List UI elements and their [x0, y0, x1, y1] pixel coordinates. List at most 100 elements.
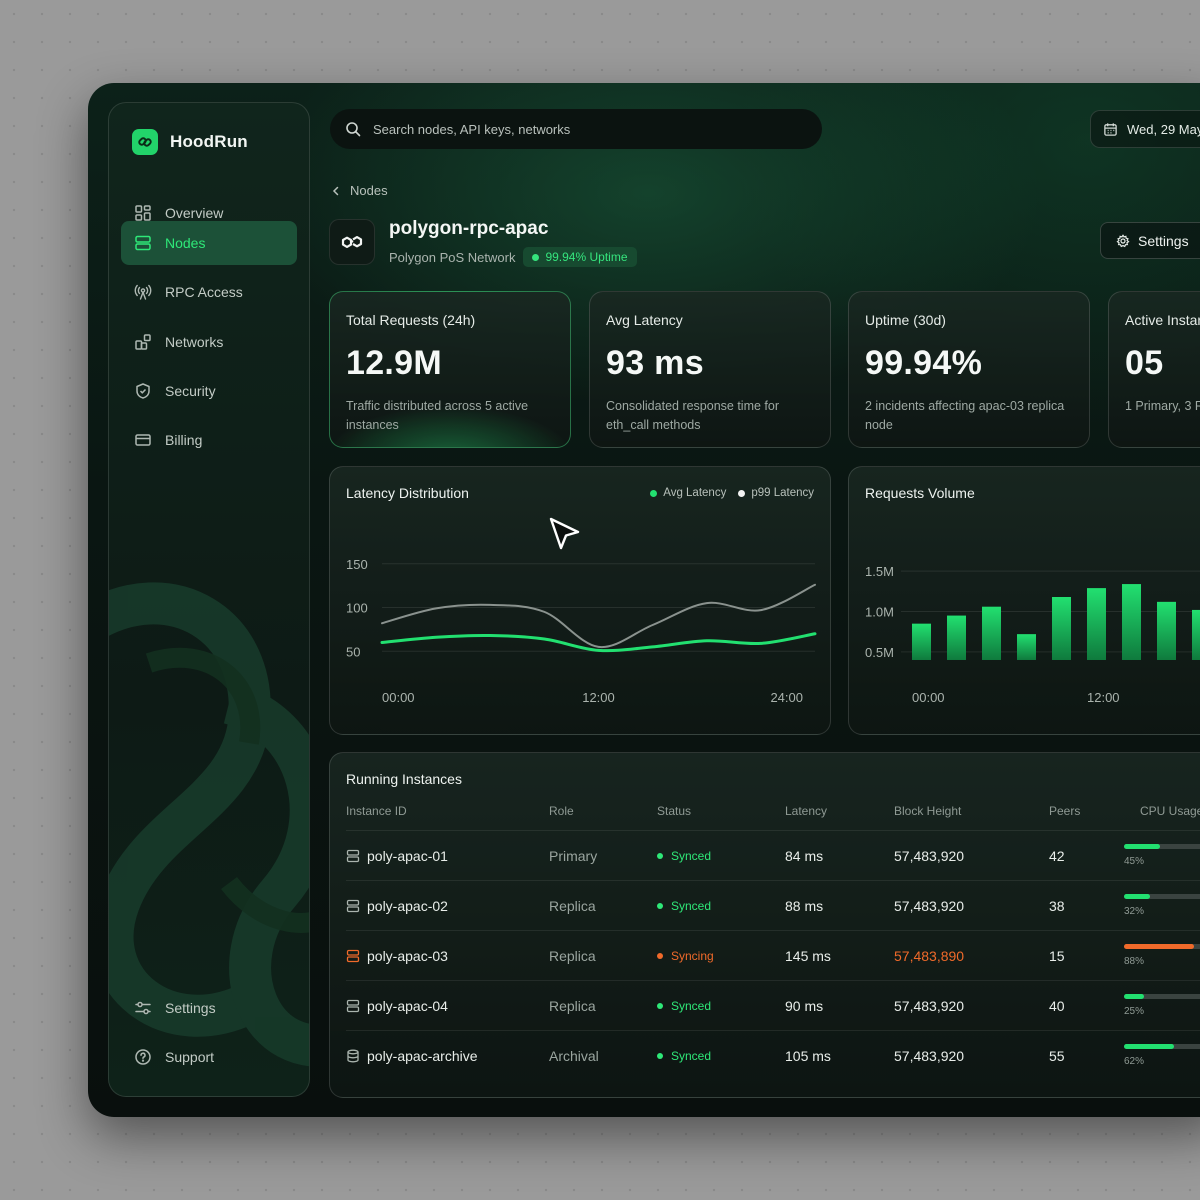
table-row[interactable]: poly-apac-01 Primary Synced 84 ms 57,483… [346, 830, 1200, 881]
latency-cell: 145 ms [785, 948, 831, 964]
database-icon [346, 1049, 360, 1063]
instance-id-cell[interactable]: poly-apac-archive [346, 1048, 478, 1064]
instance-id-cell[interactable]: poly-apac-03 [346, 948, 448, 964]
sidebar-item-rpc-access[interactable]: RPC Access [121, 270, 297, 314]
y-tick-label: 50 [346, 644, 360, 659]
date-picker[interactable]: Wed, 29 May [1090, 110, 1200, 148]
x-tick-label: 12:00 [582, 690, 615, 705]
latency-cell: 88 ms [785, 898, 824, 914]
mouse-cursor-icon [549, 517, 580, 550]
status-dot [657, 953, 663, 959]
status-label: Synced [671, 849, 712, 863]
sidebar-item-support[interactable]: Support [121, 1035, 297, 1079]
chart-legend: Avg Latency p99 Latency [650, 487, 814, 499]
stat-description: Consolidated response time for eth_call … [606, 399, 780, 432]
calendar-icon [1104, 122, 1117, 136]
sidebar-item-networks[interactable]: Networks [121, 320, 297, 364]
stat-value: 99.94% [865, 344, 983, 382]
column-header: Peers [1049, 804, 1081, 818]
peers-cell: 38 [1049, 898, 1065, 914]
bar [947, 615, 966, 660]
search-bar[interactable] [330, 109, 822, 149]
cpu-usage-label: 25% [1124, 1006, 1145, 1017]
instance-id: poly-apac-archive [367, 1048, 478, 1064]
legend-label: p99 Latency [751, 487, 814, 499]
sidebar-item-label: RPC Access [165, 284, 243, 300]
column-header: CPU Usage [1140, 804, 1200, 818]
brand-logo[interactable]: HoodRun [132, 129, 248, 155]
status-dot [657, 903, 663, 909]
x-tick-label: 00:00 [912, 690, 945, 705]
sidebar-item-billing[interactable]: Billing [121, 418, 297, 462]
sidebar-item-overview[interactable]: Overview [121, 191, 297, 235]
instance-id-cell[interactable]: poly-apac-04 [346, 998, 448, 1014]
column-header: Instance ID [346, 804, 407, 818]
cpu-usage-label: 45% [1124, 856, 1145, 867]
table-row[interactable]: poly-apac-archive Archival Synced 105 ms… [346, 1030, 1200, 1081]
table-row[interactable]: poly-apac-02 Replica Synced 88 ms 57,483… [346, 880, 1200, 931]
role-cell: Archival [549, 1048, 599, 1064]
stat-description: Traffic distributed across 5 active inst… [346, 399, 529, 432]
sidebar-item-security[interactable]: Security [121, 369, 297, 413]
legend-swatch [738, 489, 746, 497]
status-cell: Synced [657, 999, 711, 1013]
role-cell: Replica [549, 898, 596, 914]
stat-label: Active Instances [1125, 312, 1200, 328]
server-icon [135, 235, 151, 251]
table-row[interactable]: poly-apac-04 Replica Synced 90 ms 57,483… [346, 980, 1200, 1031]
instance-id-cell[interactable]: poly-apac-01 [346, 848, 448, 864]
requests-chart-card: Requests Volume 1.5M 1.0M 0.5M 00:00 12:00 [848, 466, 1200, 735]
x-tick-label: 24:00 [770, 690, 803, 705]
stat-label: Avg Latency [606, 312, 683, 328]
sidebar-item-label: Overview [165, 205, 224, 221]
cpu-usage-fill [1124, 994, 1144, 999]
table-row[interactable]: poly-apac-03 Replica Syncing 145 ms 57,4… [346, 930, 1200, 981]
cpu-usage-bar [1124, 894, 1200, 899]
brand-name: HoodRun [170, 132, 248, 151]
sidebar-item-settings[interactable]: Settings [121, 986, 297, 1030]
block-height-cell: 57,483,920 [894, 848, 965, 864]
bar [912, 623, 931, 660]
stat-card-active-instances: Active Instances 05 1 Primary, 3 Replica… [1108, 291, 1200, 448]
y-tick-label: 1.0M [865, 605, 894, 620]
x-tick-label: 00:00 [382, 690, 415, 705]
stat-value: 05 [1125, 344, 1164, 382]
cpu-usage-bar [1124, 944, 1200, 949]
series-line-p99 [381, 583, 816, 648]
search-input[interactable] [371, 120, 795, 138]
latency-cell: 90 ms [785, 998, 824, 1014]
sliders-icon [135, 1001, 151, 1015]
stat-card-total-requests: Total Requests (24h) 12.9M Traffic distr… [329, 291, 571, 448]
status-cell: Syncing [657, 949, 714, 963]
legend-label: Avg Latency [663, 487, 727, 499]
status-label: Syncing [671, 949, 714, 963]
settings-button[interactable]: Settings [1100, 222, 1200, 259]
grid-icon [135, 205, 151, 221]
instance-id-cell[interactable]: poly-apac-02 [346, 898, 448, 914]
bar [1052, 597, 1071, 660]
sidebar: HoodRun Overview Nodes RPC Access Networ… [108, 102, 310, 1097]
breadcrumb[interactable]: Nodes [331, 183, 388, 198]
status-dot [532, 253, 540, 261]
table-title: Running Instances [346, 771, 462, 787]
role-cell: Replica [549, 998, 596, 1014]
latency-chart: 150 100 50 00:00 12:00 24:00 [346, 557, 817, 705]
column-header: Latency [785, 804, 828, 818]
link-icon [132, 129, 158, 155]
latency-cell: 84 ms [785, 848, 824, 864]
breadcrumb-nodes[interactable]: Nodes [350, 183, 388, 198]
status-dot [657, 1003, 663, 1009]
status-label: Synced [671, 1049, 712, 1063]
sidebar-item-label: Settings [165, 1000, 216, 1016]
chart-title: Latency Distribution [346, 485, 469, 501]
uptime-badge-label: 99.94% Uptime [545, 250, 628, 264]
instances-table: Running Instances Instance ID Role Statu… [329, 752, 1200, 1098]
sidebar-item-nodes[interactable]: Nodes [121, 221, 297, 265]
y-tick-label: 0.5M [865, 645, 894, 660]
instance-id: poly-apac-02 [367, 898, 448, 914]
cpu-usage-fill [1124, 894, 1150, 899]
server-icon [346, 999, 360, 1013]
legend-swatch [650, 489, 658, 497]
cpu-usage-fill [1124, 844, 1160, 849]
peers-cell: 55 [1049, 1048, 1065, 1064]
